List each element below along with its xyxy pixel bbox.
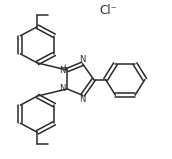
Text: N: N [79,55,86,64]
Text: N: N [59,66,66,75]
Text: +: + [62,63,68,72]
Text: N: N [79,95,86,104]
Text: N: N [59,84,66,93]
Text: Cl⁻: Cl⁻ [99,4,117,17]
